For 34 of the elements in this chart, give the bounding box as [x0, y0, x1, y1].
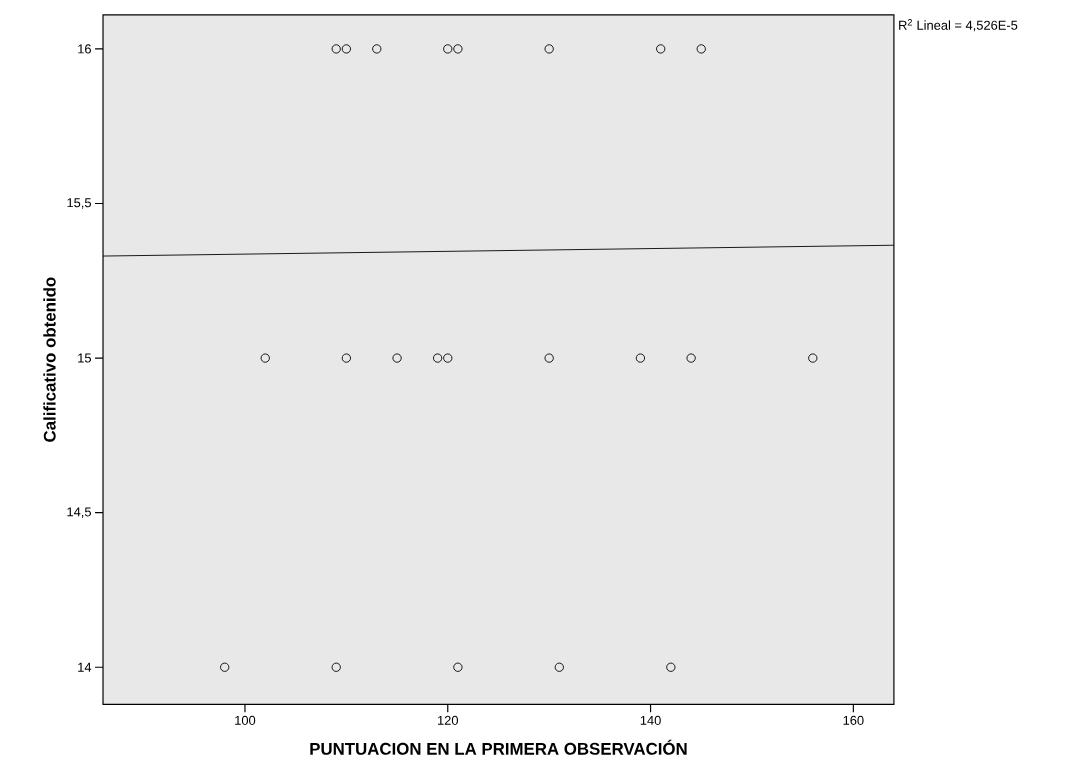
point [635, 353, 646, 363]
x-tick-label: 100 [235, 715, 256, 725]
x-tick-label: 120 [437, 715, 459, 725]
point [392, 353, 402, 363]
y-tick-label: 14,5 [67, 507, 91, 518]
point [453, 662, 463, 672]
text: R$^{2}$ Lineal = 4,526E-5 [899, 19, 1018, 32]
y-tick-label: 14 [78, 662, 92, 672]
point [453, 44, 463, 54]
point [544, 353, 554, 363]
x-axis-title: PUNTUACION EN LA PRIMERA OBSERVACIÓN [310, 739, 687, 755]
point [544, 44, 554, 54]
y-tick-label: 15 [78, 353, 91, 363]
y-tick-label: 15,5 [67, 198, 91, 209]
point [331, 44, 341, 54]
point [331, 662, 341, 672]
x-tick-label: 160 [843, 715, 864, 725]
point [443, 44, 453, 54]
point [443, 353, 453, 363]
point [341, 44, 351, 54]
y-axis-title: Calificativo obtenido [43, 277, 56, 442]
point [260, 353, 270, 363]
point [372, 44, 382, 54]
point [666, 662, 676, 672]
point [433, 353, 443, 363]
point [808, 353, 818, 363]
point [220, 662, 230, 672]
x-tick-label: 140 [640, 715, 661, 725]
point [686, 353, 696, 363]
point [341, 353, 351, 363]
point [656, 44, 666, 54]
y-tick-label: 16 [78, 44, 91, 54]
point [554, 662, 564, 672]
point [696, 44, 706, 54]
